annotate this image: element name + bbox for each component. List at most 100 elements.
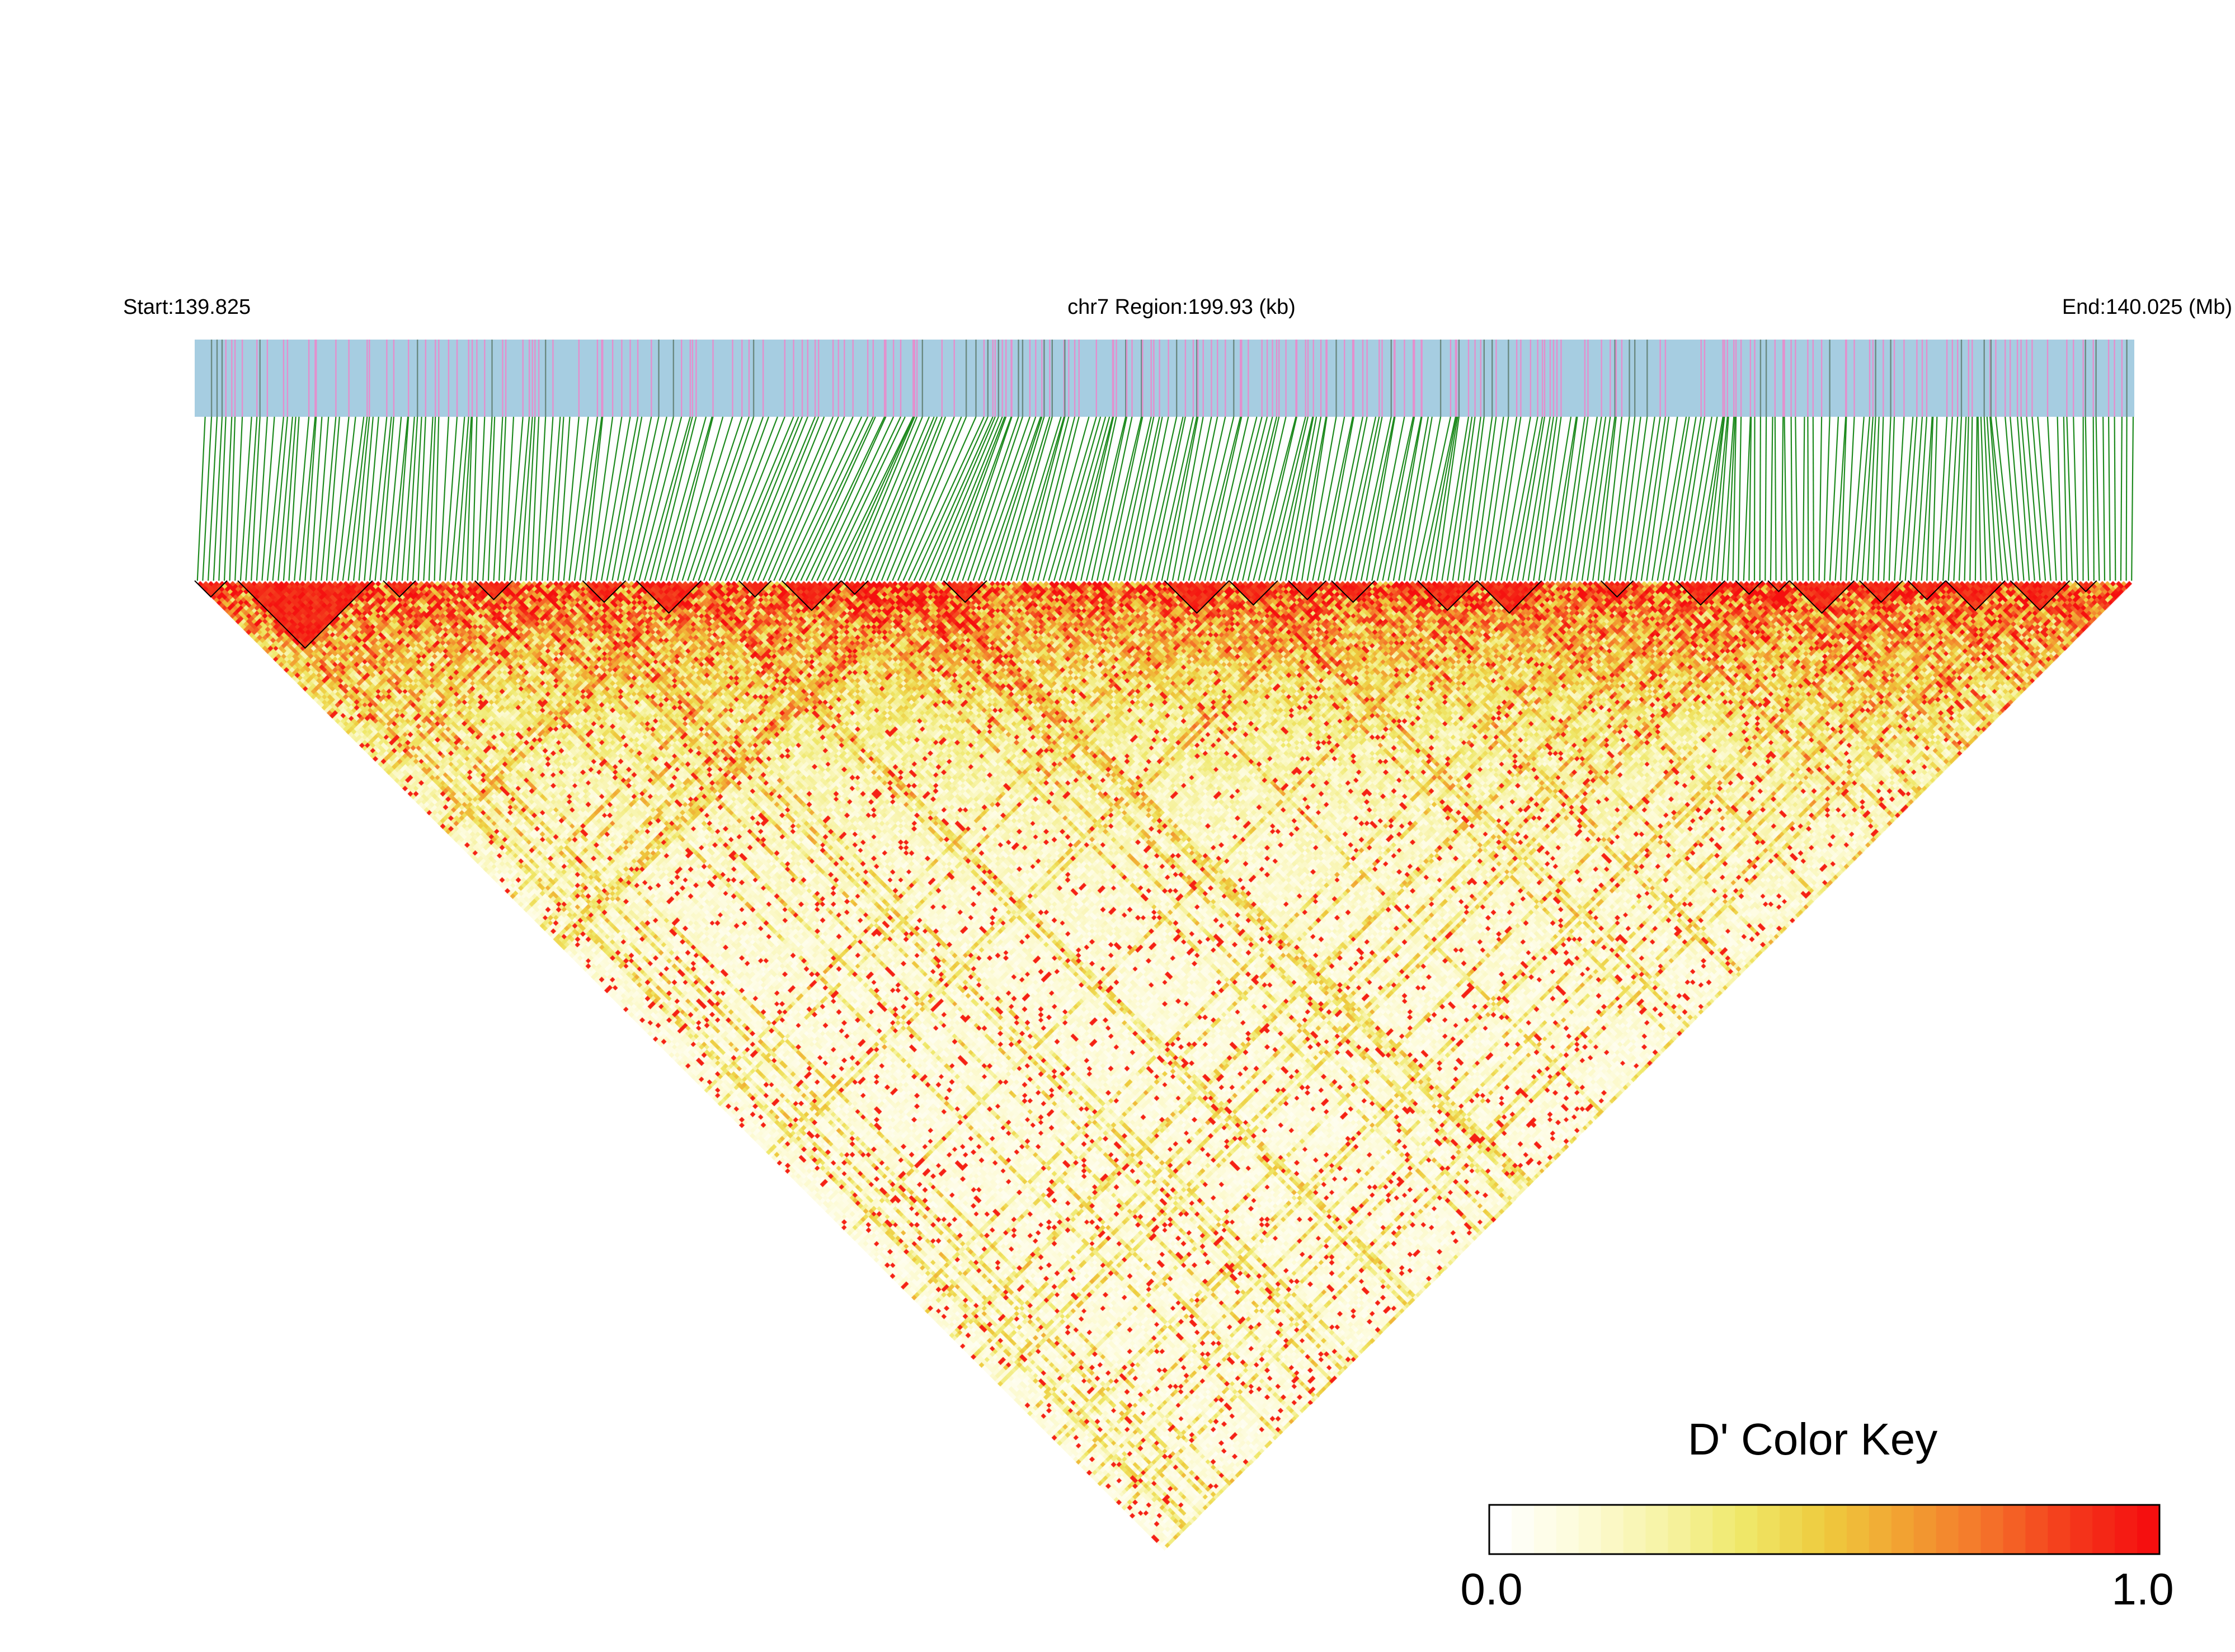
snp-connector (1296, 416, 1327, 581)
snp-connector (1587, 416, 1611, 581)
snp-connector (1964, 416, 1969, 581)
haplotype-block-outlines (194, 580, 2097, 649)
haplotype-block (582, 580, 627, 603)
snp-connector (951, 416, 1012, 581)
snp-connector (1657, 416, 1687, 581)
snp-connector (601, 416, 631, 581)
snp-connector (837, 416, 915, 581)
snp-connector (864, 416, 935, 581)
snp-connector (1279, 416, 1314, 581)
snp-connector (935, 416, 1003, 581)
snp-connector (401, 416, 415, 581)
snp-connector (1414, 416, 1451, 581)
snp-connector (1091, 416, 1128, 581)
color-key-step (1533, 1505, 1557, 1554)
snp-connector (1026, 416, 1070, 581)
color-key-step (2137, 1505, 2160, 1554)
snp-connector (2017, 416, 2030, 581)
snp-connector (1010, 416, 1062, 581)
snp-connector (590, 416, 614, 581)
snp-connector (811, 416, 887, 581)
snp-connector (208, 416, 218, 581)
snp-connector (2005, 416, 2019, 581)
haplotype-block (1859, 580, 1903, 603)
snp-connector (417, 416, 426, 581)
snp-connector (967, 416, 1023, 581)
snp-connector (1490, 416, 1518, 581)
snp-connector (423, 416, 434, 581)
color-key-frame (1488, 1504, 2161, 1555)
snp-connector (644, 416, 691, 581)
snp-connector (843, 416, 915, 581)
snp-connector (1522, 416, 1551, 581)
snp-connector (978, 416, 1037, 581)
snp-connector (1441, 416, 1470, 581)
snp-connector (1630, 416, 1655, 581)
color-key-step (1869, 1505, 1892, 1554)
snp-connector (1452, 416, 1476, 581)
snp-connector (1150, 416, 1186, 581)
snp-connector (2037, 416, 2052, 581)
snp-connector (396, 416, 410, 581)
snp-connector (617, 416, 652, 581)
snp-connector (2120, 416, 2123, 581)
snp-connector (530, 416, 540, 581)
snp-connector (1064, 416, 1111, 581)
snp-connector (547, 416, 561, 581)
snp-connector (272, 416, 288, 581)
snp-connector (579, 416, 603, 581)
snp-connector (1247, 416, 1287, 581)
snp-connector (1457, 416, 1481, 581)
snp-connector (1958, 416, 1967, 581)
snp-connector (789, 416, 869, 581)
snp-connector (999, 416, 1051, 581)
snp-connector (724, 416, 794, 581)
snp-connector (816, 416, 895, 581)
haplotype-block (1767, 580, 1790, 592)
snp-connector (315, 416, 330, 581)
snp-connector (628, 416, 667, 581)
snp-connector (202, 416, 213, 581)
snp-connector (294, 416, 310, 581)
snp-connector (1726, 416, 1736, 581)
snp-connector (919, 416, 994, 581)
snp-connector (304, 416, 317, 581)
snp-connector (1856, 416, 1871, 581)
snp-connector (1662, 416, 1690, 581)
snp-connector (687, 416, 743, 581)
snp-connector (1974, 416, 1978, 581)
snp-connector (1969, 416, 1973, 581)
color-key-step (1757, 1505, 1780, 1554)
snp-connector (1474, 416, 1497, 581)
snp-connector (1118, 416, 1155, 581)
snp-connector (283, 416, 297, 581)
snp-connector (1171, 416, 1204, 581)
haplotype-block (474, 580, 513, 601)
snp-connector (1651, 416, 1678, 581)
snp-connector (854, 416, 923, 581)
snp-connector (1183, 416, 1218, 581)
haplotype-block (1945, 580, 2006, 611)
snp-connector (773, 416, 845, 581)
snp-connector (1700, 416, 1725, 581)
color-key-step (1958, 1505, 1982, 1554)
color-key-title: D' Color Key (1688, 1414, 1938, 1464)
snp-connector (1942, 416, 1953, 581)
snp-connector (746, 416, 816, 581)
snp-connector (1624, 416, 1648, 581)
snp-connector (1829, 416, 1839, 581)
snp-connector (1845, 416, 1855, 581)
snp-connector (2114, 416, 2116, 581)
snp-connector (886, 416, 955, 581)
snp-connector (542, 416, 554, 581)
color-key-step (1578, 1505, 1602, 1554)
snp-connector (218, 416, 227, 581)
snp-connector (1075, 416, 1114, 581)
snp-connector (1107, 416, 1144, 581)
snp-connector (784, 416, 863, 581)
snp-connector (1425, 416, 1457, 581)
snp-connector (698, 416, 755, 581)
snp-connector (1904, 416, 1918, 581)
color-key-step (2115, 1505, 2138, 1554)
snp-connector (881, 416, 947, 581)
